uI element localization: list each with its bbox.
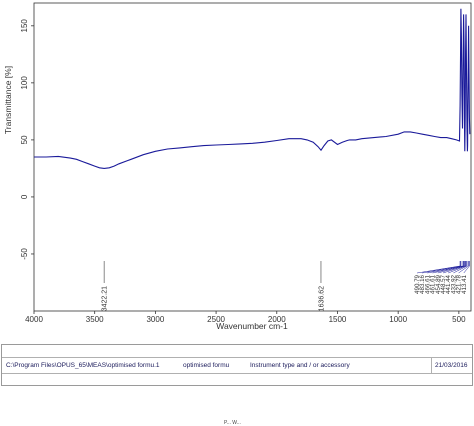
x-axis-label: Wavenumber cm-1: [216, 321, 288, 331]
x-tick-label: 3000: [146, 315, 164, 324]
footer-divider: [431, 358, 432, 373]
file-path-cell: C:\Program Files\OPUS_65\MEAS\optimised …: [6, 362, 160, 369]
cluster-connector-line: [453, 265, 468, 274]
x-tick-label: 1500: [329, 315, 347, 324]
x-tick-label: 3500: [86, 315, 104, 324]
peak-label: 1636.62: [318, 286, 325, 311]
y-tick-label: 50: [20, 135, 29, 144]
date-cell: 21/03/2016: [435, 362, 468, 369]
cluster-connector-line: [463, 265, 470, 274]
x-tick-label: 2000: [268, 315, 286, 324]
cluster-peak-label: 413.41: [461, 274, 468, 293]
cluster-connector-line: [427, 265, 464, 274]
cluster-connector-line: [422, 265, 461, 274]
peak-label: 3422.21: [102, 286, 109, 311]
instrument-cell: Instrument type and / or accessory: [250, 362, 350, 369]
cluster-peak-label: 421.78: [456, 274, 463, 293]
y-tick-label: -50: [20, 248, 29, 260]
y-tick-label: 150: [20, 19, 29, 33]
x-axis-ticks: 4000 3500 3000 2500 2000 1500 1000 500: [25, 311, 466, 324]
x-tick-label: 2500: [207, 315, 225, 324]
x-tick-label: 500: [452, 315, 466, 324]
plot-frame: [33, 2, 472, 312]
cluster-peak-label: 490.79: [414, 274, 421, 293]
cluster-connector-line: [432, 265, 464, 274]
cluster-connector-line: [416, 265, 461, 274]
cluster-peak-label: 466.61: [424, 274, 431, 293]
cluster-connector-line: [458, 265, 469, 274]
cluster-peak-label: 433.92: [450, 274, 457, 293]
x-tick-label: 1000: [389, 315, 407, 324]
cut-off-footer-text: P... W...: [224, 420, 241, 426]
cluster-peak-label: 483.16: [419, 274, 426, 293]
y-tick-label: 0: [20, 194, 29, 199]
cluster-connector-line: [442, 265, 466, 274]
y-tick-label: 100: [20, 76, 29, 90]
sample-name-cell: optimised formu: [183, 362, 230, 369]
cluster-peak-label: 454.89: [435, 274, 442, 293]
y-axis-ticks: 150 100 50 0 -50: [20, 19, 34, 260]
cluster-peak-label: 441.44: [445, 274, 452, 293]
cluster-connector-line: [448, 265, 467, 274]
cluster-connector-line: [437, 265, 465, 274]
y-axis-label: Transmittance [%]: [3, 66, 13, 134]
spectrum-line: [34, 8, 471, 169]
footer-info-row: C:\Program Files\OPUS_65\MEAS\optimised …: [2, 357, 472, 374]
x-tick-label: 4000: [25, 315, 43, 324]
footer-table: C:\Program Files\OPUS_65\MEAS\optimised …: [1, 344, 473, 386]
cluster-peak-label: 461.61: [430, 274, 437, 293]
peak-markers: 3422.21 1636.62 490.79483.16466.61461.6145…: [102, 261, 470, 311]
cluster-peak-label: 448.57: [440, 274, 447, 293]
